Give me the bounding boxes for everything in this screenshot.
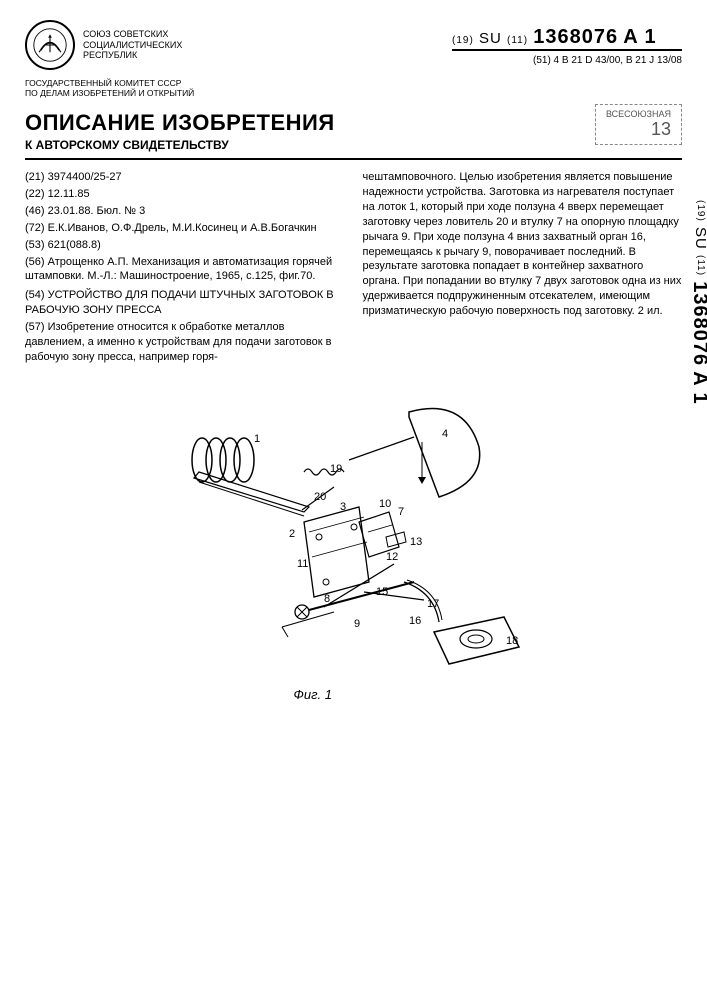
svg-text:10: 10 bbox=[379, 498, 391, 510]
pub-prefix-19: (19) bbox=[452, 35, 474, 46]
svg-text:11: 11 bbox=[297, 558, 308, 570]
svg-text:16: 16 bbox=[409, 615, 421, 627]
country-line3: РЕСПУБЛИК bbox=[83, 50, 182, 61]
committee-line1: ГОСУДАРСТВЕННЫЙ КОМИТЕТ СССР bbox=[25, 78, 682, 88]
svg-text:3: 3 bbox=[340, 501, 346, 513]
title-underline bbox=[25, 158, 682, 160]
column-left: (21) 3974400/25-27 (22) 12.11.85 (46) 23… bbox=[25, 170, 345, 366]
header-row: СОЮЗ СОВЕТСКИХ СОЦИАЛИСТИЧЕСКИХ РЕСПУБЛИ… bbox=[25, 20, 682, 70]
figure-caption: Фиг. 1 bbox=[294, 687, 332, 702]
title-sub: К АВТОРСКОМУ СВИДЕТЕЛЬСТВУ bbox=[25, 138, 682, 152]
column-right: чештамповочного. Целью изобретения являе… bbox=[363, 170, 683, 366]
pub-number: (19) SU (11) 1368076 A 1 bbox=[452, 20, 682, 49]
pub-number-value: 1368076 bbox=[533, 26, 618, 48]
country-text: СОЮЗ СОВЕТСКИХ СОЦИАЛИСТИЧЕСКИХ РЕСПУБЛИ… bbox=[83, 29, 182, 61]
biblio-46: (46) 23.01.88. Бюл. № 3 bbox=[25, 204, 345, 219]
svg-text:7: 7 bbox=[398, 506, 404, 518]
side-number: 1368076 bbox=[689, 281, 707, 366]
svg-text:9: 9 bbox=[354, 618, 360, 630]
ipc-prefix: (51) 4 bbox=[533, 55, 559, 66]
title-main: ОПИСАНИЕ ИЗОБРЕТЕНИЯ bbox=[25, 110, 682, 136]
svg-text:2: 2 bbox=[289, 528, 295, 540]
biblio-21: (21) 3974400/25-27 bbox=[25, 170, 345, 185]
side-suffix: A 1 bbox=[689, 371, 707, 404]
svg-text:19: 19 bbox=[330, 463, 342, 475]
committee-line2: ПО ДЕЛАМ ИЗОБРЕТЕНИЙ И ОТКРЫТИЙ bbox=[25, 88, 682, 98]
svg-text:4: 4 bbox=[442, 428, 448, 440]
side-prefix-19: (19) bbox=[695, 200, 706, 222]
pub-underline bbox=[452, 49, 682, 51]
biblio-56: (56) Атрощенко А.П. Механизация и автома… bbox=[25, 255, 345, 285]
pub-suffix: A 1 bbox=[623, 26, 656, 48]
svg-text:18: 18 bbox=[506, 635, 518, 647]
biblio-54: (54) УСТРОЙСТВО ДЛЯ ПОДАЧИ ШТУЧНЫХ ЗАГОТ… bbox=[25, 288, 345, 318]
publication-block: (19) SU (11) 1368076 A 1 (51) 4 B 21 D 4… bbox=[452, 20, 682, 66]
biblio-57: (57) Изобретение относится к обработке м… bbox=[25, 320, 345, 365]
side-pub-label: (19) SU (11) 1368076 A 1 bbox=[688, 200, 707, 405]
committee: ГОСУДАРСТВЕННЫЙ КОМИТЕТ СССР ПО ДЕЛАМ ИЗ… bbox=[25, 78, 682, 98]
svg-text:8: 8 bbox=[324, 593, 330, 605]
side-su: SU bbox=[692, 227, 707, 250]
figure-svg: 1 2 4 7 8 9 10 11 12 13 15 16 17 18 19 2… bbox=[154, 382, 554, 712]
country-line1: СОЮЗ СОВЕТСКИХ bbox=[83, 29, 182, 40]
abstract-right: чештамповочного. Целью изобретения являе… bbox=[363, 170, 683, 318]
side-prefix-11: (11) bbox=[695, 255, 706, 276]
ipc-value: B 21 D 43/00, B 21 J 13/08 bbox=[562, 55, 682, 66]
stamp-num: 13 bbox=[606, 119, 671, 140]
svg-text:15: 15 bbox=[376, 586, 388, 598]
svg-text:1: 1 bbox=[254, 433, 260, 445]
ipc-code: (51) 4 B 21 D 43/00, B 21 J 13/08 bbox=[452, 55, 682, 66]
stamp-box: ВСЕСОЮЗНАЯ 13 bbox=[595, 104, 682, 145]
title-block: ОПИСАНИЕ ИЗОБРЕТЕНИЯ К АВТОРСКОМУ СВИДЕТ… bbox=[25, 110, 682, 152]
ussr-emblem-icon bbox=[25, 20, 75, 70]
svg-text:17: 17 bbox=[427, 598, 439, 610]
pub-prefix-11: (11) bbox=[507, 35, 528, 46]
stamp-text: ВСЕСОЮЗНАЯ bbox=[606, 109, 671, 119]
pub-su: SU bbox=[479, 30, 502, 47]
svg-text:20: 20 bbox=[314, 491, 326, 503]
svg-text:13: 13 bbox=[410, 536, 422, 548]
country-line2: СОЦИАЛИСТИЧЕСКИХ bbox=[83, 40, 182, 51]
biblio-53: (53) 621(088.8) bbox=[25, 238, 345, 253]
svg-text:12: 12 bbox=[386, 551, 398, 563]
emblem-block: СОЮЗ СОВЕТСКИХ СОЦИАЛИСТИЧЕСКИХ РЕСПУБЛИ… bbox=[25, 20, 182, 70]
biblio-72: (72) Е.К.Иванов, О.Ф.Дрель, М.И.Косинец … bbox=[25, 221, 345, 236]
biblio-22: (22) 12.11.85 bbox=[25, 187, 345, 202]
figure-area: 1 2 4 7 8 9 10 11 12 13 15 16 17 18 19 2… bbox=[25, 382, 682, 712]
columns: (21) 3974400/25-27 (22) 12.11.85 (46) 23… bbox=[25, 170, 682, 366]
